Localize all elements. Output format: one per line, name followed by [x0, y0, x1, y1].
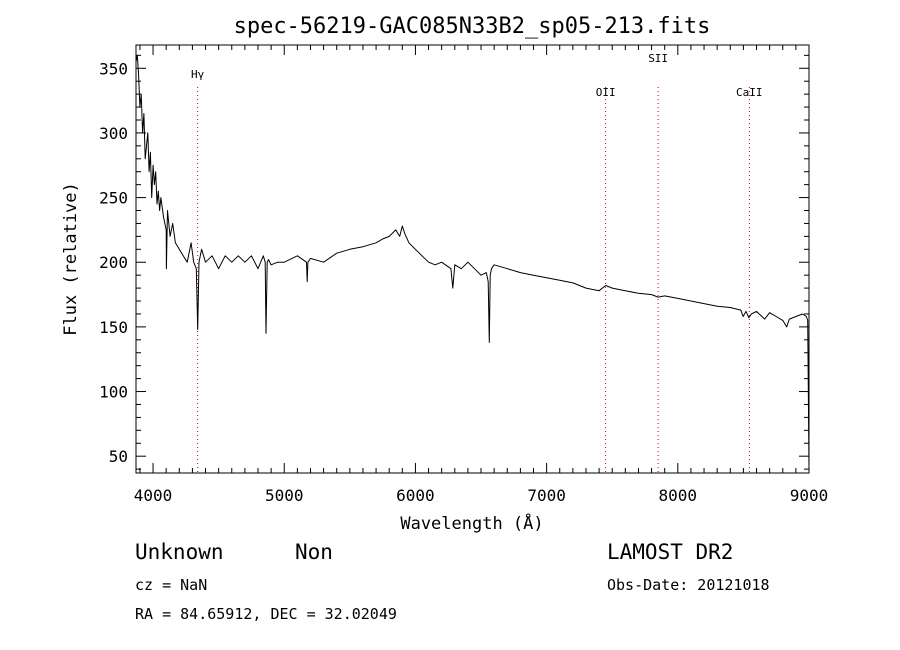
line-markers: Hγ OII SII CaII [191, 52, 763, 473]
x-tick-label: 7000 [527, 486, 566, 505]
spectrum-line [135, 54, 810, 470]
y-tick-label: 200 [99, 253, 128, 272]
x-tick-label: 9000 [790, 486, 829, 505]
x-axis: 4000 5000 6000 7000 8000 9000 [134, 45, 828, 505]
x-tick-label: 8000 [659, 486, 698, 505]
object-subclass: Non [295, 540, 333, 564]
obs-date: Obs-Date: 20121018 [607, 576, 770, 594]
y-tick-label: 150 [99, 318, 128, 337]
object-class: Unknown [135, 540, 224, 564]
coordinates: RA = 84.65912, DEC = 32.02049 [135, 605, 397, 623]
line-marker-label: Hγ [191, 68, 205, 81]
y-tick-label: 300 [99, 124, 128, 143]
x-axis-label: Wavelength (Å) [400, 512, 543, 534]
y-tick-label: 350 [99, 59, 128, 78]
plot-frame [135, 44, 810, 474]
x-tick-label: 6000 [396, 486, 435, 505]
line-marker-label: SII [648, 52, 668, 65]
y-tick-label: 50 [109, 447, 128, 466]
y-axis-label: Flux (relative) [61, 182, 81, 336]
y-tick-label: 100 [99, 383, 128, 402]
redshift-info: cz = NaN [135, 576, 208, 594]
y-axis: 50 100 150 200 250 300 350 [99, 54, 809, 470]
x-tick-label: 4000 [134, 486, 173, 505]
chart-title: spec-56219-GAC085N33B2_sp05-213.fits [234, 14, 711, 39]
y-tick-label: 250 [99, 189, 128, 208]
survey-name: LAMOST DR2 [607, 540, 734, 564]
line-marker-label: CaII [736, 86, 763, 99]
line-marker-label: OII [596, 86, 616, 99]
x-tick-label: 5000 [265, 486, 304, 505]
